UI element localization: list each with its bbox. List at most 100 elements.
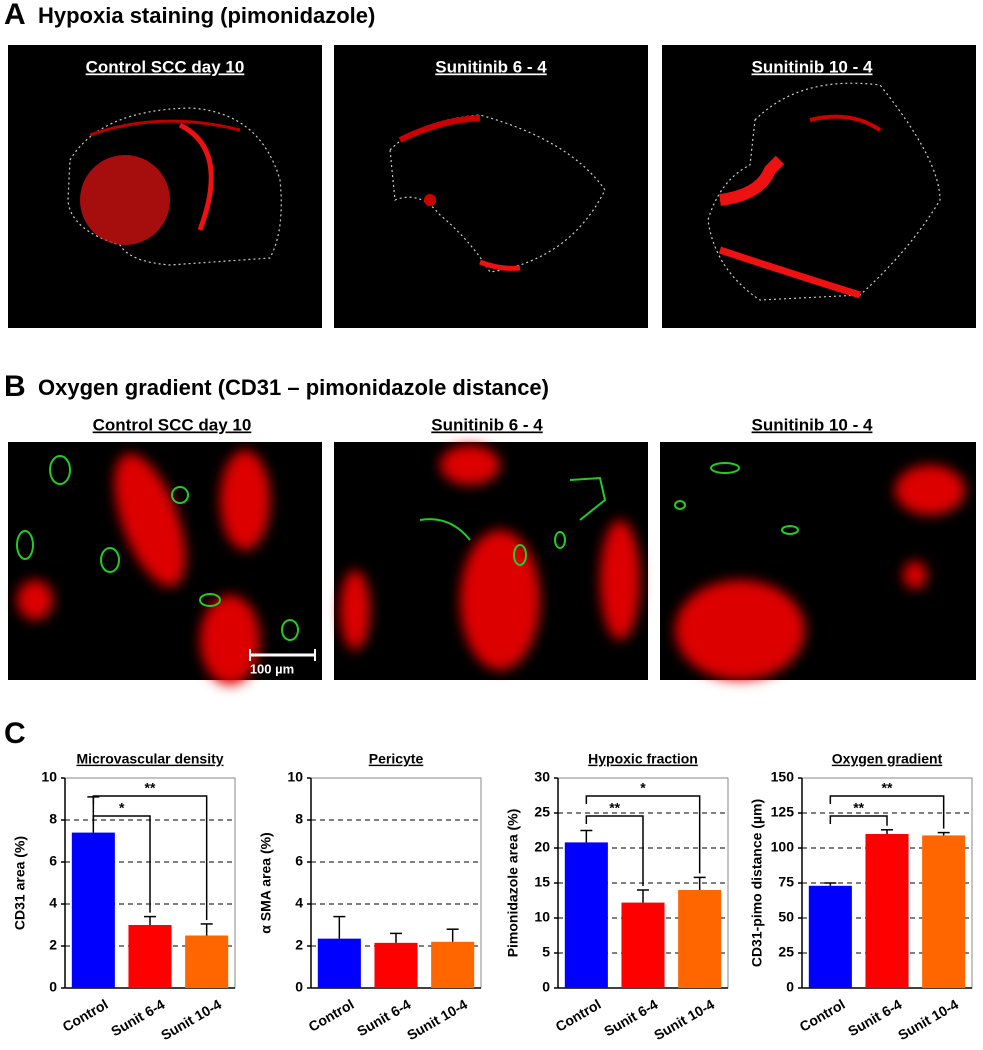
error-bar xyxy=(446,928,459,942)
y-axis-label: α SMA area (%) xyxy=(258,832,274,933)
error-bar xyxy=(881,829,893,834)
y-tick-label: 125 xyxy=(771,804,795,820)
y-tick-label: 0 xyxy=(295,979,303,995)
y-tick-label: 0 xyxy=(49,979,57,995)
significance-label: ** xyxy=(882,780,893,796)
significance-label: ** xyxy=(609,800,620,816)
y-tick-label: 150 xyxy=(771,769,795,785)
panel-letter: B xyxy=(4,370,26,403)
y-tick-label: 6 xyxy=(49,853,57,869)
error-bar xyxy=(333,915,346,939)
bar xyxy=(865,834,909,988)
y-tick-label: 2 xyxy=(295,937,303,953)
x-tick-label: Sunit 10-4 xyxy=(158,996,224,1043)
bar xyxy=(128,925,172,988)
y-tick-label: 4 xyxy=(49,895,57,911)
bar xyxy=(374,942,418,988)
scale-bar-label: 100 µm xyxy=(250,661,294,676)
y-tick-label: 10 xyxy=(41,769,57,785)
y-tick-label: 25 xyxy=(534,804,550,820)
y-tick-label: 75 xyxy=(778,874,794,890)
y-tick-label: 8 xyxy=(295,811,303,827)
chart-title: Oxygen gradient xyxy=(832,751,943,767)
bar xyxy=(808,885,852,988)
significance-label: * xyxy=(119,800,125,816)
x-tick-label: Sunit 6-4 xyxy=(108,996,167,1040)
y-tick-label: 4 xyxy=(295,895,303,911)
image-b1 xyxy=(8,442,322,685)
y-tick-label: 50 xyxy=(778,909,794,925)
image-caption: Sunitinib 10 - 4 xyxy=(752,415,873,434)
error-bar xyxy=(937,831,950,836)
bar xyxy=(431,941,475,988)
bar xyxy=(678,890,722,988)
y-tick-label: 20 xyxy=(534,839,550,855)
y-tick-label: 5 xyxy=(542,944,550,960)
y-axis-label: CD31-pimo distance (µm) xyxy=(749,799,765,967)
y-axis-label: CD31 area (%) xyxy=(12,836,28,930)
error-bar xyxy=(200,923,213,936)
y-axis-label: Pimonidazole area (%) xyxy=(505,809,521,958)
bar xyxy=(564,842,608,988)
x-tick-label: Sunit 6-4 xyxy=(354,996,413,1040)
x-tick-label: Sunit 10-4 xyxy=(895,996,961,1043)
bar xyxy=(71,832,115,988)
image-caption: Control SCC day 10 xyxy=(86,57,245,76)
error-bar xyxy=(580,829,593,843)
y-tick-label: 30 xyxy=(534,769,550,785)
significance-bracket xyxy=(829,815,888,826)
error-bar xyxy=(824,882,837,886)
significance-bracket xyxy=(92,815,151,913)
y-tick-label: 10 xyxy=(534,909,550,925)
y-tick-label: 15 xyxy=(534,874,550,890)
x-tick-label: Control xyxy=(306,996,357,1035)
bar xyxy=(621,902,665,988)
x-tick-label: Control xyxy=(797,996,848,1035)
y-tick-label: 25 xyxy=(778,944,794,960)
x-tick-label: Control xyxy=(553,996,604,1035)
bar xyxy=(185,935,229,988)
error-bar xyxy=(144,915,156,925)
x-tick-label: Sunit 6-4 xyxy=(601,996,660,1040)
significance-bracket xyxy=(585,815,644,886)
x-tick-label: Sunit 10-4 xyxy=(404,996,470,1043)
image-caption: Sunitinib 6 - 4 xyxy=(431,415,543,434)
error-bar xyxy=(637,889,649,903)
image-a3 xyxy=(662,45,976,328)
significance-bracket xyxy=(92,795,208,920)
charts: Microvascular density CD31 area (%) 0 2 4 6 8 1… xyxy=(12,751,973,1043)
chart-title: Hypoxic fraction xyxy=(588,751,698,767)
x-tick-label: Sunit 10-4 xyxy=(651,996,717,1043)
y-tick-label: 10 xyxy=(287,769,303,785)
significance-bracket xyxy=(829,795,945,829)
error-bar xyxy=(390,932,402,943)
image-b2 xyxy=(334,442,648,680)
error-bar xyxy=(693,876,706,890)
significance-label: ** xyxy=(853,800,864,816)
bar xyxy=(317,938,361,988)
image-caption: Control SCC day 10 xyxy=(93,415,252,434)
panel-title: Hypoxia staining (pimonidazole) xyxy=(38,3,375,28)
x-tick-label: Control xyxy=(60,996,111,1035)
image-caption: Sunitinib 6 - 4 xyxy=(435,57,547,76)
y-tick-label: 0 xyxy=(542,979,550,995)
y-tick-label: 6 xyxy=(295,853,303,869)
chart-title: Microvascular density xyxy=(76,751,223,767)
significance-bracket xyxy=(585,795,701,874)
significance-label: ** xyxy=(145,780,156,796)
image-caption: Sunitinib 10 - 4 xyxy=(752,57,873,76)
y-tick-label: 8 xyxy=(49,811,57,827)
x-tick-label: Sunit 6-4 xyxy=(845,996,904,1040)
significance-label: * xyxy=(640,780,646,796)
panel-letter: C xyxy=(4,717,26,750)
bar xyxy=(922,835,966,988)
y-tick-label: 2 xyxy=(49,937,57,953)
y-tick-label: 0 xyxy=(786,979,794,995)
image-b3 xyxy=(660,442,976,680)
y-tick-label: 100 xyxy=(771,839,795,855)
panel-letter: A xyxy=(4,0,26,31)
image-a1 xyxy=(8,45,322,328)
panel-title: Oxygen gradient (CD31 – pimonidazole dis… xyxy=(38,375,549,400)
chart-title: Pericyte xyxy=(369,751,424,767)
